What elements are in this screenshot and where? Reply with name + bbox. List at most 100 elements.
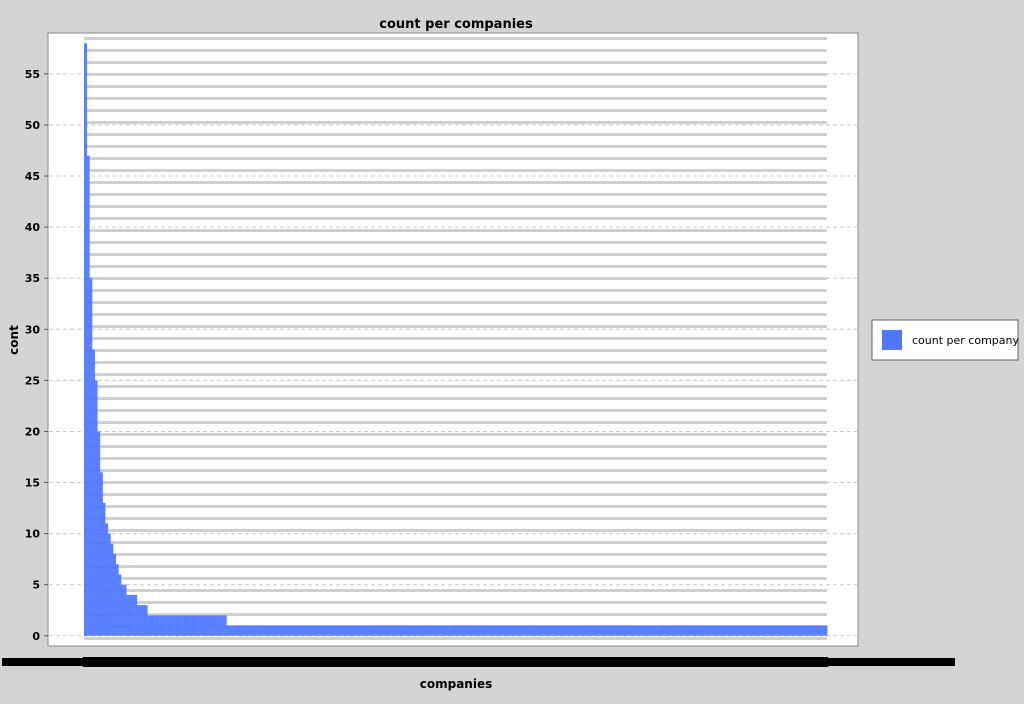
bar [315,625,319,636]
bar [102,502,106,636]
x-tick-label [312,657,318,667]
x-tick-label [528,657,534,667]
x-tick-label [559,657,565,667]
x-tick-label [190,657,196,667]
x-tick-label [225,657,231,667]
band-stripe [84,421,827,424]
bar [389,625,393,636]
x-tick-label [406,657,412,667]
x-tick-label [599,657,605,667]
bar [149,615,153,636]
bar [444,625,448,636]
x-tick-label [493,657,499,667]
bar [758,625,762,636]
bar [178,615,182,636]
bar [481,625,485,636]
x-tick-label [188,657,194,667]
x-tick-label [267,657,273,667]
bar [473,625,477,636]
bar [439,625,443,636]
bar [581,625,586,636]
x-tick-label [549,657,555,667]
x-tick-label [88,657,94,667]
band-stripe [84,493,827,496]
bar [426,625,430,636]
bar [600,625,604,636]
bar [305,625,309,636]
x-tick-label [317,657,323,667]
band-stripe [84,289,827,292]
x-tick-label [283,657,289,667]
x-tick-label [665,657,671,667]
bar [647,625,651,636]
band-stripe [84,193,827,196]
x-tick-label [143,657,149,667]
bar [487,625,491,636]
bar [223,615,227,636]
x-tick-label [341,657,347,667]
x-tick-label [588,657,594,667]
x-tick-label [254,657,260,667]
bar [779,625,783,636]
x-tick-label [398,657,404,667]
x-tick-label [709,657,715,667]
bar [342,625,346,636]
x-tick-label [377,657,383,667]
bar [339,625,343,636]
bar [761,625,765,636]
x-tick-label [111,657,117,667]
bar [242,625,246,636]
x-tick-label [583,657,589,667]
bar [803,625,807,636]
bar [784,625,788,636]
bar [239,625,243,636]
bar [313,625,317,636]
x-tick-label [651,657,657,667]
bar [684,625,688,636]
x-tick-label [499,657,505,667]
band-stripe [84,565,827,568]
bar [300,625,304,636]
bar [294,625,298,636]
x-tick-label [485,657,491,667]
x-tick-label [204,657,210,667]
x-tick-label [306,657,312,667]
x-tick-label [427,657,433,667]
bar [713,625,717,636]
x-tick-label [456,657,462,667]
bar [776,625,780,636]
x-tick-label [304,657,310,667]
bar [89,278,93,636]
x-tick-label [388,657,394,667]
bar [653,625,657,636]
x-tick-label [817,657,823,667]
bar [231,625,235,636]
y-axis-label: cont [7,325,21,355]
bar [726,625,730,636]
bar [587,625,591,636]
bar [379,625,383,636]
bar [123,584,127,636]
x-tick-label [644,657,650,667]
x-tick-label [101,657,107,667]
x-tick-label [636,657,642,667]
bar [397,625,401,636]
band-stripe [84,97,827,100]
bar [516,625,520,636]
y-tick-label: 5 [32,579,40,592]
bar [273,625,277,636]
x-tick-label [712,657,718,667]
bar [307,625,311,636]
bar [655,625,659,636]
x-tick-label [243,657,249,667]
x-tick-label [132,657,138,667]
band-stripe [84,613,827,616]
y-tick-label: 40 [25,221,41,234]
bar [763,625,767,636]
x-tick-label [704,657,710,667]
bar [521,625,525,636]
x-tick-label [591,657,597,667]
legend: count per company [871,319,1019,361]
bar [589,625,593,636]
x-tick-label [754,657,760,667]
